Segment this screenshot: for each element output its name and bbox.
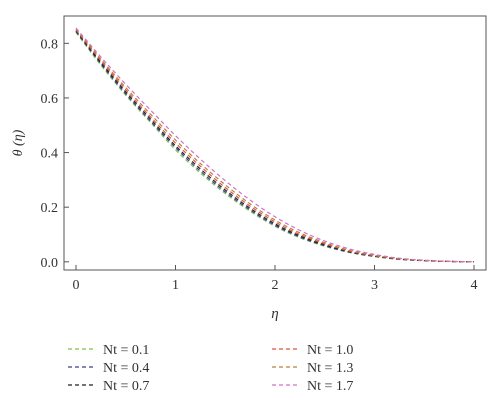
x-tick-label: 4 — [471, 278, 478, 293]
legend: Nt = 0.1 Nt = 0.4 Nt = 0.7 Nt = 1.0 Nt = 1.3… — [68, 343, 353, 394]
legend-label: Nt = 0.4 — [103, 361, 149, 376]
x-tick-label: 1 — [172, 278, 179, 293]
legend-label: Nt = 1.0 — [307, 343, 353, 358]
y-tick-label: 0.8 — [41, 37, 59, 52]
series-line-4 — [75, 29, 475, 263]
x-tick-label: 3 — [371, 278, 378, 293]
x-tick-label: 2 — [272, 278, 279, 293]
y-tick-label: 0.6 — [41, 92, 59, 107]
y-tick-label: 0.0 — [41, 256, 59, 271]
series-line-2 — [75, 31, 475, 263]
legend-label: Nt = 0.1 — [103, 343, 149, 358]
axis-layer: 0 1 2 3 4 0.0 0.2 0.4 0.6 0.8 — [41, 37, 478, 293]
x-axis-label: η — [271, 306, 278, 322]
series-line-1 — [75, 32, 475, 263]
plot-area-frame — [63, 15, 487, 271]
series-line-6 — [75, 27, 475, 263]
x-tick-label: 0 — [73, 278, 80, 293]
series-line-3 — [75, 30, 475, 263]
legend-label: Nt = 1.7 — [307, 379, 353, 394]
y-tick-label: 0.2 — [41, 201, 59, 216]
series-layer — [75, 27, 475, 263]
y-axis-label: θ (η) — [11, 129, 26, 156]
y-tick-label: 0.4 — [41, 147, 59, 162]
legend-label: Nt = 1.3 — [307, 361, 353, 376]
legend-label: Nt = 0.7 — [103, 379, 149, 394]
